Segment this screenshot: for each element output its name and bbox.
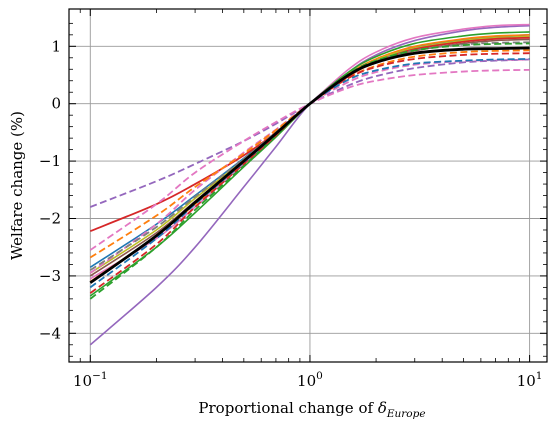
y-tick-label: −2 [39, 210, 61, 228]
series-lines [89, 23, 530, 346]
x-axis-label: Proportional change of δEurope [198, 399, 425, 420]
y-tick-label: 1 [51, 37, 61, 55]
y-tick-label: 0 [51, 95, 61, 113]
series-line-15 [89, 58, 530, 289]
y-tick-label: −1 [39, 152, 61, 170]
series-line-8 [89, 58, 530, 208]
series-line-10 [89, 58, 530, 274]
x-tick-labels: 10−1 100 101 [73, 370, 542, 390]
series-line-16 [89, 46, 530, 284]
y-tick-label: −4 [39, 324, 61, 342]
x-tick-label: 101 [517, 370, 543, 390]
y-tick-label: −3 [39, 267, 61, 285]
x-tick-label: 100 [297, 370, 323, 390]
y-axis-label: Welfare change (%) [8, 111, 26, 260]
x-tick-label: 10−1 [73, 370, 108, 390]
plot-frame [68, 8, 548, 363]
series-line-9 [89, 68, 530, 251]
y-tick-labels: 1 0 −1 −2 −3 −4 [39, 37, 61, 342]
tick-marks [68, 9, 547, 362]
